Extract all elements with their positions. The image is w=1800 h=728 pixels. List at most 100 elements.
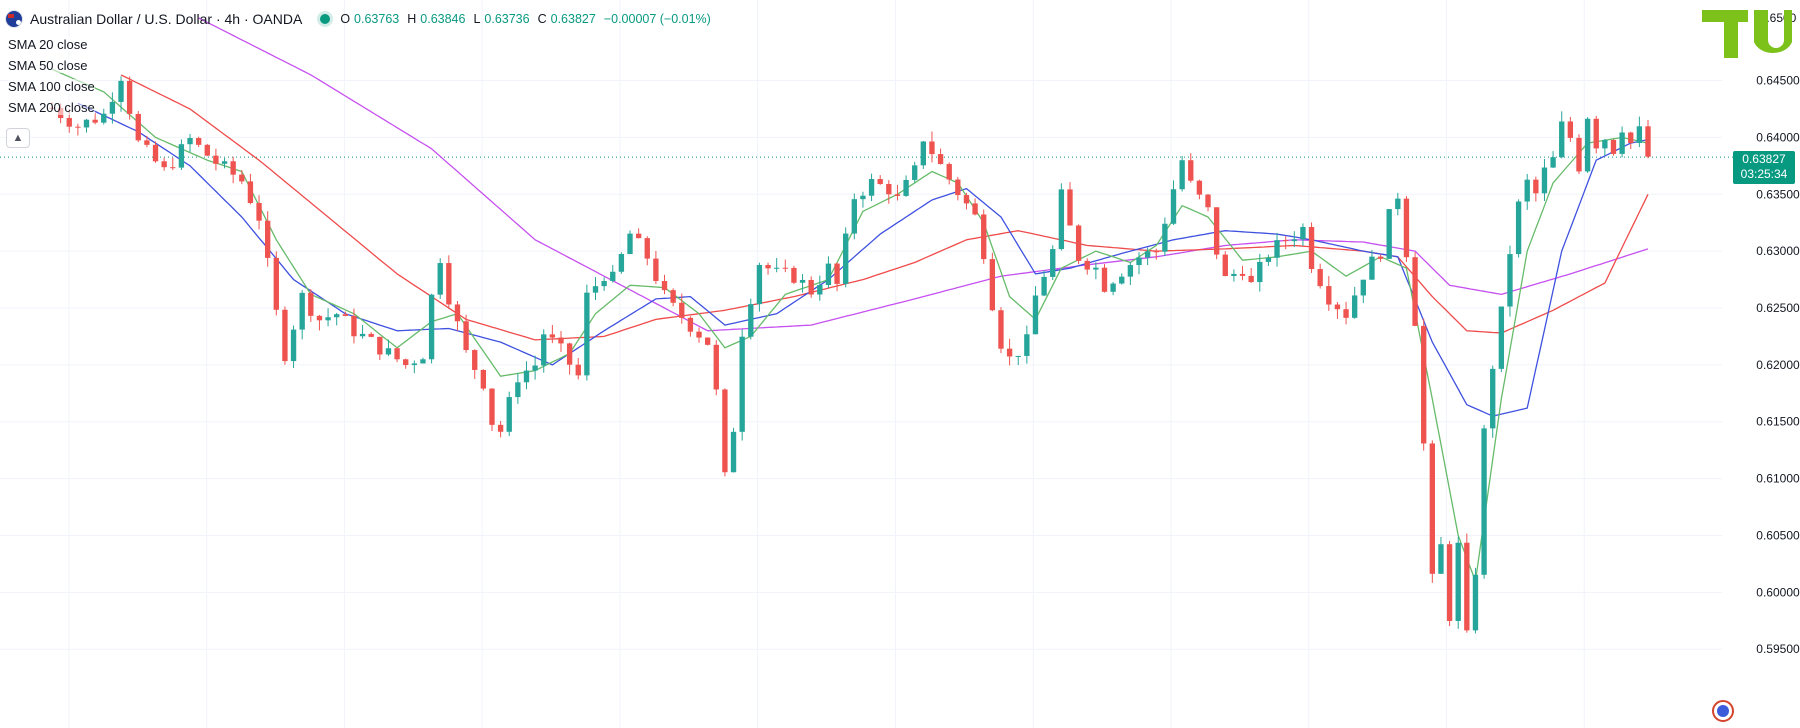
candle <box>1360 279 1366 304</box>
candle-body <box>1144 251 1151 258</box>
candle <box>394 347 400 363</box>
candle-body <box>1205 194 1211 208</box>
candle <box>204 143 210 157</box>
candle <box>1248 268 1254 283</box>
candle-body <box>825 263 832 286</box>
candle <box>1464 533 1470 633</box>
candle-body <box>1300 226 1306 240</box>
candle-body <box>83 119 90 128</box>
candle-body <box>903 179 909 196</box>
candle <box>83 118 90 133</box>
candle-body <box>1533 179 1539 194</box>
candle-body <box>1239 273 1246 276</box>
candle-body <box>1403 198 1410 258</box>
indicator-sma-100[interactable]: SMA 100 close <box>8 79 95 94</box>
candle <box>868 173 875 202</box>
candle <box>817 275 823 301</box>
candle-body <box>799 279 806 283</box>
candle <box>463 314 469 353</box>
candle-body <box>1343 309 1349 318</box>
candle-body <box>515 382 521 398</box>
candle-body <box>575 364 581 376</box>
candle <box>446 255 452 310</box>
candle <box>1119 273 1125 285</box>
collapse-indicators-button[interactable]: ▲ <box>6 128 30 148</box>
indicator-sma-20[interactable]: SMA 20 close <box>8 37 88 52</box>
candle <box>152 141 159 163</box>
candle-body <box>265 220 271 258</box>
candle <box>1101 264 1108 293</box>
candle-body <box>541 334 547 366</box>
candle <box>1127 261 1134 286</box>
candle-body <box>946 164 952 180</box>
candle <box>411 360 418 374</box>
candle-body <box>109 101 116 114</box>
sma-200-line <box>198 17 1649 332</box>
candle <box>1170 180 1177 225</box>
symbol-title[interactable]: Australian Dollar / U.S. Dollar · 4h · O… <box>30 11 303 27</box>
candle-body <box>644 238 650 259</box>
indicator-sma-50[interactable]: SMA 50 close <box>8 58 88 73</box>
candle <box>247 173 254 205</box>
candle-body <box>239 174 245 182</box>
price-axis[interactable]: 0.64500 0.64000 0.63500 0.63000 0.62500 0.620… <box>1756 11 1800 656</box>
candle-body <box>377 336 383 355</box>
candle <box>722 388 728 477</box>
candle <box>1153 248 1159 260</box>
candle-body <box>290 329 297 362</box>
candle-body <box>1541 167 1548 194</box>
candle <box>679 293 685 324</box>
candle <box>1067 182 1073 226</box>
candle-body <box>282 309 288 362</box>
candle <box>1274 233 1280 267</box>
candle-body <box>834 263 840 284</box>
candle-body <box>730 431 737 473</box>
candle <box>1041 270 1047 297</box>
candle <box>549 325 556 344</box>
candle-body <box>1550 157 1556 168</box>
candle <box>1403 196 1410 263</box>
candle <box>661 274 668 295</box>
candle <box>1610 139 1617 156</box>
candle-body <box>1153 251 1159 253</box>
symbol-legend[interactable]: Australian Dollar / U.S. Dollar · 4h · O… <box>6 10 719 28</box>
candle-body <box>1196 180 1203 195</box>
candle <box>1369 249 1375 280</box>
candle <box>963 192 970 210</box>
candle-body <box>446 263 452 305</box>
candle-body <box>420 359 426 364</box>
candle <box>308 289 314 322</box>
candle-body <box>998 310 1004 349</box>
candle <box>1550 151 1556 168</box>
candle-body <box>618 254 625 272</box>
candle <box>635 228 642 239</box>
candle-body <box>1041 276 1047 296</box>
candle-body <box>523 370 530 383</box>
candle-body <box>989 259 996 311</box>
candle <box>1317 263 1323 289</box>
candle-body <box>1084 260 1090 270</box>
candle <box>1515 199 1522 258</box>
candle-body <box>428 294 435 360</box>
candle <box>325 308 331 327</box>
brand-logo <box>1702 10 1792 58</box>
candle-body <box>549 334 556 338</box>
candle <box>687 316 694 337</box>
candle-body <box>635 233 642 239</box>
candle <box>1636 116 1643 148</box>
candle-body <box>1032 295 1039 335</box>
candle-body <box>195 138 202 145</box>
candle <box>843 227 849 288</box>
indicator-sma-200[interactable]: SMA 200 close <box>8 100 95 115</box>
tradingview-icon[interactable] <box>1712 700 1734 722</box>
candle-body <box>972 203 978 215</box>
chevron-up-icon: ▲ <box>12 132 24 144</box>
candle <box>541 329 547 373</box>
candle <box>454 301 461 331</box>
candle <box>584 284 590 381</box>
candle <box>946 162 952 185</box>
candle-body <box>592 286 599 293</box>
candle <box>1567 116 1574 142</box>
